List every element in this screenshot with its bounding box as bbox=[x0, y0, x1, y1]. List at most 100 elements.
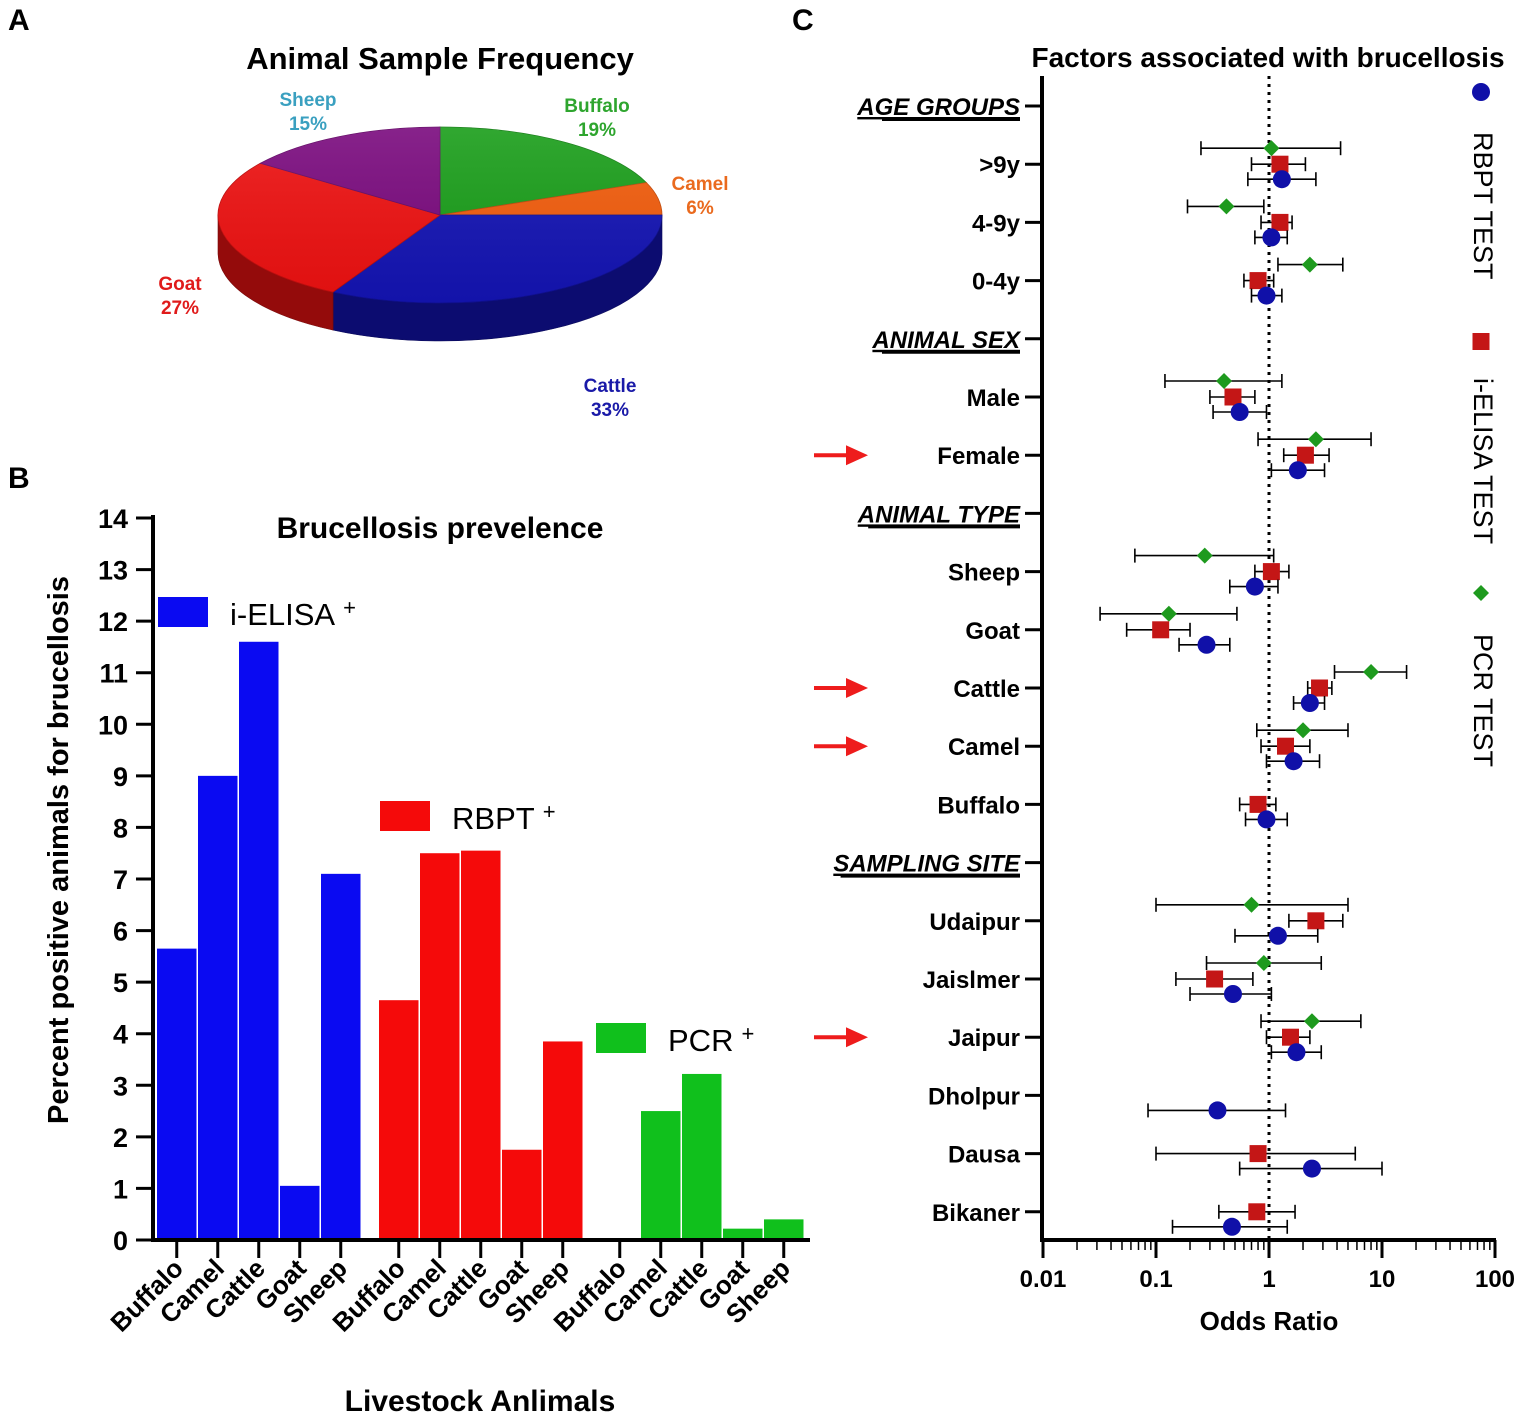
y-tick-label-12: 12 bbox=[98, 607, 128, 637]
rbpt-point-0-4y bbox=[1257, 286, 1276, 305]
ielisa-point-jaipur bbox=[1282, 1028, 1300, 1046]
bar-rbpt-goat bbox=[502, 1149, 542, 1240]
bar-i-elisa-sheep bbox=[321, 873, 361, 1240]
row-label-4-9y: 4-9y bbox=[972, 210, 1021, 237]
group-header-animal-type: ANIMAL TYPE bbox=[857, 501, 1021, 528]
pcr-point-cattle bbox=[1363, 664, 1380, 680]
x-tick-label-0-1: 0.1 bbox=[1139, 1266, 1172, 1293]
pie-value-buffalo: 19% bbox=[578, 120, 616, 141]
legend-marker-rbpt bbox=[1472, 83, 1490, 101]
legend-label-rbpt: RBPT + bbox=[452, 799, 556, 836]
y-tick-label-1: 1 bbox=[113, 1174, 128, 1204]
x-tick-label-0-01: 0.01 bbox=[1020, 1266, 1067, 1293]
y-tick-label-4: 4 bbox=[113, 1020, 128, 1050]
ielisa-point-female bbox=[1296, 446, 1314, 464]
pie-value-goat: 27% bbox=[161, 298, 199, 319]
rbpt-point-sheep bbox=[1245, 577, 1264, 596]
legend-label-ielisa: i-ELISA TEST bbox=[1468, 378, 1498, 544]
x-axis-label: Odds Ratio bbox=[1200, 1306, 1339, 1336]
row-label-dausa: Dausa bbox=[948, 1142, 1021, 1169]
rbpt-point-female bbox=[1288, 461, 1307, 480]
row-label-buffalo: Buffalo bbox=[937, 792, 1020, 819]
pcr-point-female bbox=[1307, 431, 1324, 448]
row-label-dholpur: Dholpur bbox=[928, 1083, 1020, 1110]
legend-marker-ielisa bbox=[1472, 333, 1490, 350]
panel-label-a: A bbox=[8, 4, 30, 37]
legend-swatch-rbpt bbox=[380, 801, 430, 831]
y-tick-label-13: 13 bbox=[98, 556, 128, 586]
rbpt-point-camel bbox=[1284, 752, 1303, 771]
y-axis-label: Percent positive animals for brucellosis bbox=[43, 576, 75, 1124]
pie-label-goat: Goat bbox=[158, 274, 202, 295]
y-tick-label-7: 7 bbox=[113, 865, 128, 895]
group-header-animal-sex: ANIMAL SEX bbox=[871, 327, 1022, 354]
y-tick-label-10: 10 bbox=[98, 710, 128, 740]
bar-chart: Brucellosis prevelence 01234567891011121… bbox=[43, 504, 810, 1418]
legend-sup-i-elisa: + bbox=[343, 595, 356, 620]
panel-label-b: B bbox=[8, 462, 30, 495]
highlight-arrow-head-camel bbox=[846, 736, 868, 757]
ielisa-point-4-9y bbox=[1271, 213, 1289, 231]
bar-rbpt-buffalo bbox=[379, 1000, 419, 1240]
ielisa-point-bikaner bbox=[1248, 1203, 1266, 1221]
row-label-bikaner: Bikaner bbox=[932, 1200, 1020, 1227]
x-tick-label-10: 10 bbox=[1369, 1266, 1396, 1293]
bar-rbpt-cattle bbox=[461, 850, 501, 1240]
highlight-arrow-head-jaipur bbox=[846, 1027, 868, 1048]
y-tick-label-14: 14 bbox=[98, 504, 128, 534]
ielisa-point-9y bbox=[1271, 155, 1289, 173]
ielisa-point-camel bbox=[1277, 737, 1295, 755]
row-label-jaipur: Jaipur bbox=[948, 1025, 1020, 1052]
rbpt-point-jaipur bbox=[1287, 1043, 1306, 1062]
forest-legend: RBPT TEST i-ELISA TEST PCR TEST bbox=[1468, 83, 1498, 767]
bar-pcr-goat bbox=[723, 1228, 763, 1240]
rbpt-point-9y bbox=[1272, 170, 1291, 189]
bar-pcr-cattle bbox=[682, 1073, 722, 1240]
pie-value-sheep: 15% bbox=[289, 114, 327, 135]
bar-i-elisa-buffalo bbox=[157, 948, 197, 1240]
legend-label-i-elisa: i-ELISA + bbox=[230, 595, 356, 632]
y-tick-label-9: 9 bbox=[113, 762, 128, 792]
pcr-point-4-9y bbox=[1218, 198, 1235, 215]
pcr-point-9y bbox=[1263, 140, 1280, 157]
row-label-0-4y: 0-4y bbox=[972, 269, 1021, 296]
forest-rows: AGE GROUPS >9y 4-9y 0-4y ANIMAL SEX Male Femal… bbox=[814, 94, 1408, 1236]
y-tick-label-8: 8 bbox=[113, 813, 128, 843]
row-label-jaislmer: Jaislmer bbox=[923, 967, 1020, 994]
row-label-male: Male bbox=[967, 385, 1020, 412]
ielisa-point-male bbox=[1224, 388, 1242, 406]
bar-i-elisa-cattle bbox=[239, 641, 279, 1240]
rbpt-point-jaislmer bbox=[1223, 985, 1242, 1003]
pcr-point-udaipur bbox=[1243, 896, 1260, 913]
bar-rbpt-sheep bbox=[543, 1041, 583, 1240]
rbpt-point-bikaner bbox=[1222, 1217, 1241, 1236]
legend-swatch-i-elisa bbox=[158, 597, 208, 627]
legend-swatch-pcr bbox=[596, 1023, 646, 1053]
row-label-sheep: Sheep bbox=[948, 560, 1020, 587]
bar-pcr-camel bbox=[641, 1111, 681, 1240]
pie-title: Animal Sample Frequency bbox=[246, 41, 634, 76]
x-tick-label-100: 100 bbox=[1475, 1266, 1515, 1293]
row-label-female: Female bbox=[937, 443, 1020, 470]
bar-legend: i-ELISA + RBPT + PCR + bbox=[158, 595, 754, 1058]
bar-marks bbox=[157, 641, 804, 1240]
panel-label-c: C bbox=[792, 4, 814, 37]
y-tick-label-11: 11 bbox=[99, 659, 128, 689]
pie-label-camel: Camel bbox=[671, 174, 728, 195]
legend-label-pcr: PCR TEST bbox=[1468, 634, 1498, 767]
pie-labels: Buffalo 19% Camel 6% Cattle 33% Goat 27% Sheep 15… bbox=[158, 90, 728, 421]
row-label-goat: Goat bbox=[965, 618, 1020, 645]
rbpt-point-cattle bbox=[1300, 694, 1319, 712]
highlight-arrow-head-cattle bbox=[846, 678, 868, 698]
ielisa-point-goat bbox=[1152, 621, 1170, 639]
rbpt-point-4-9y bbox=[1262, 228, 1281, 247]
row-label-udaipur: Udaipur bbox=[929, 909, 1020, 936]
ielisa-point-buffalo bbox=[1249, 795, 1267, 813]
pie-label-cattle: Cattle bbox=[584, 376, 637, 397]
legend-sup-pcr: + bbox=[741, 1021, 754, 1046]
ielisa-point-0-4y bbox=[1249, 272, 1267, 290]
rbpt-point-dausa bbox=[1302, 1159, 1321, 1178]
ielisa-point-udaipur bbox=[1307, 912, 1325, 930]
rbpt-point-male bbox=[1230, 403, 1249, 421]
pcr-point-jaipur bbox=[1303, 1013, 1320, 1030]
